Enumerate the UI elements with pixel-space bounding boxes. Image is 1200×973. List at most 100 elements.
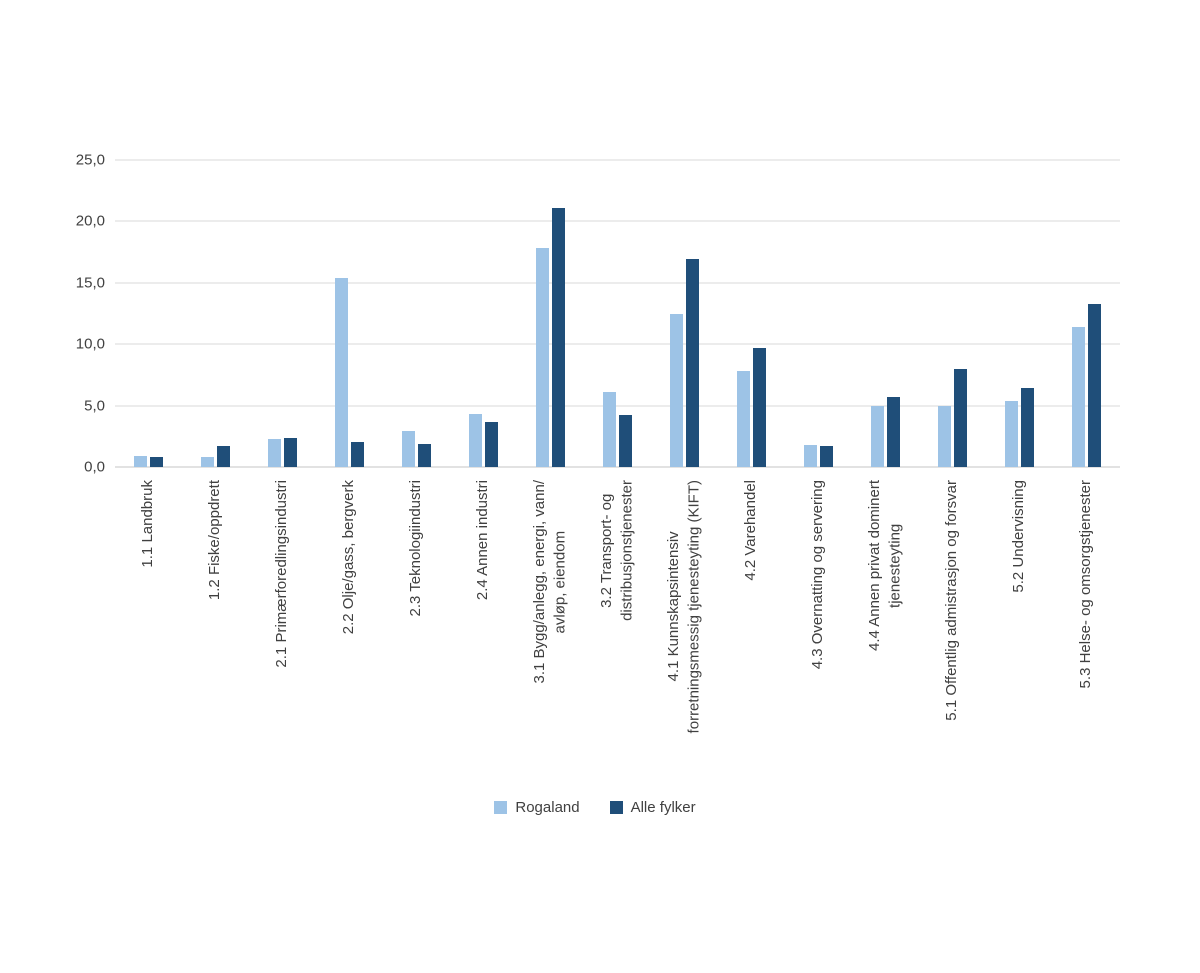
x-axis-label: 4.2 Varehandel — [742, 480, 760, 581]
bar-group-2-1-prim-rforedlingsindustri — [249, 160, 316, 467]
x-axis-label: 2.4 Annen industri — [474, 480, 492, 601]
x-label-col: 4.1 Kunnskapsintensiv forretningsmessig … — [651, 467, 718, 795]
gridline — [115, 343, 1120, 345]
bar-rogaland — [1005, 400, 1018, 467]
bar-group-5-1-offentlig-admistrasjon-og- — [919, 160, 986, 467]
bar-rogaland — [402, 431, 415, 467]
bar-rogaland — [201, 457, 214, 467]
bar-rogaland — [1072, 327, 1085, 467]
bar-rogaland — [737, 371, 750, 467]
x-label-col: 4.4 Annen privat dominert tjenesteyting — [852, 467, 919, 795]
y-axis: 0,0 5,0 10,0 15,0 20,0 25,0 — [70, 152, 115, 476]
x-label-col: 3.1 Bygg/anlegg, energi, vann/ avløp, ei… — [517, 467, 584, 795]
bar-rogaland — [536, 248, 549, 467]
x-label-col: 4.3 Overnatting og servering — [785, 467, 852, 795]
bar-alle-fylker — [418, 443, 431, 467]
x-label-col: 3.2 Transport- og distribusjonstjenester — [584, 467, 651, 795]
y-tick-label: 25,0 — [75, 151, 105, 169]
bar-alle-fylker — [284, 437, 297, 467]
bar-alle-fylker — [686, 259, 699, 467]
plot-row: 0,0 5,0 10,0 15,0 20,0 25,0 — [70, 152, 1120, 476]
bar-alle-fylker — [150, 457, 163, 467]
legend-swatch-alle-fylker — [609, 801, 623, 814]
legend-label: Rogaland — [515, 799, 580, 816]
grouped-bar-chart: 0,0 5,0 10,0 15,0 20,0 25,0 1.1 Landbruk 1.2 F… — [70, 152, 1120, 816]
bar-alle-fylker — [887, 397, 900, 467]
legend: Rogaland Alle fylker — [70, 799, 1120, 816]
bar-alle-fylker — [1088, 303, 1101, 467]
x-axis-label: 4.1 Kunnskapsintensiv forretningsmessig … — [665, 480, 703, 734]
x-axis-label: 2.2 Olje/gass, bergverk — [340, 480, 358, 635]
bar-group-2-3-teknologiindustri — [383, 160, 450, 467]
bar-rogaland — [268, 438, 281, 467]
bar-alle-fylker — [351, 442, 364, 467]
x-axis-label: 5.1 Offentlig admistrasjon og forsvar — [943, 480, 961, 721]
bar-group-4-3-overnatting-og-servering — [785, 160, 852, 467]
bar-group-5-3-helse-og-omsorgstjenester — [1053, 160, 1120, 467]
bar-rogaland — [603, 392, 616, 467]
x-axis-label: 5.3 Helse- og omsorgstjenester — [1077, 480, 1095, 689]
bar-group-4-4-annen-privat-dominert-tjen — [852, 160, 919, 467]
bar-group-3-1-bygg-anlegg-energi-vann-av — [517, 160, 584, 467]
bar-alle-fylker — [820, 446, 833, 467]
bar-rogaland — [938, 405, 951, 467]
bar-rogaland — [134, 455, 147, 467]
x-axis-label: 1.2 Fiske/oppdrett — [206, 480, 224, 601]
x-label-col: 4.2 Varehandel — [718, 467, 785, 795]
x-label-col: 1.1 Landbruk — [115, 467, 182, 795]
x-label-col: 2.4 Annen industri — [450, 467, 517, 795]
legend-item-rogaland: Rogaland — [494, 799, 580, 816]
x-axis-spacer — [70, 467, 115, 795]
bar-group-4-2-varehandel — [718, 160, 785, 467]
x-label-col: 5.2 Undervisning — [986, 467, 1053, 795]
bar-alle-fylker — [1021, 388, 1034, 467]
bar-group-2-4-annen-industri — [450, 160, 517, 467]
x-axis-row: 1.1 Landbruk 1.2 Fiske/oppdrett 2.1 Primær… — [70, 467, 1120, 795]
bar-alle-fylker — [954, 368, 967, 467]
bar-rogaland — [335, 277, 348, 467]
bar-group-4-1-kunnskapsintensiv-forretni — [651, 160, 718, 467]
x-label-col: 1.2 Fiske/oppdrett — [182, 467, 249, 795]
bar-rogaland — [469, 414, 482, 467]
x-axis-label: 1.1 Landbruk — [139, 480, 157, 568]
bar-alle-fylker — [217, 446, 230, 467]
bar-rogaland — [804, 444, 817, 467]
gridline — [115, 220, 1120, 222]
x-label-col: 2.2 Olje/gass, bergverk — [316, 467, 383, 795]
x-axis-line — [115, 466, 1120, 468]
plot-area — [115, 159, 1120, 468]
x-axis-label: 4.4 Annen privat dominert tjenesteyting — [866, 480, 904, 651]
bar-group-3-2-transport-og-distribusjons — [584, 160, 651, 467]
legend-item-alle-fylker: Alle fylker — [609, 799, 696, 816]
bar-group-2-2-olje-gass-bergverk — [316, 160, 383, 467]
x-axis-label: 4.3 Overnatting og servering — [809, 480, 827, 670]
x-axis-labels: 1.1 Landbruk 1.2 Fiske/oppdrett 2.1 Primær… — [115, 467, 1120, 795]
x-axis-label: 3.1 Bygg/anlegg, energi, vann/ avløp, ei… — [531, 480, 569, 684]
y-tick-label: 20,0 — [75, 212, 105, 230]
y-tick-label: 10,0 — [75, 335, 105, 353]
bar-alle-fylker — [552, 207, 565, 467]
x-label-col: 2.1 Primærforedlingsindustri — [249, 467, 316, 795]
bar-rogaland — [871, 405, 884, 467]
legend-label: Alle fylker — [630, 799, 696, 816]
x-axis-label: 3.2 Transport- og distribusjonstjenester — [598, 480, 636, 621]
x-axis-label: 2.1 Primærforedlingsindustri — [273, 480, 291, 668]
x-label-col: 5.3 Helse- og omsorgstjenester — [1053, 467, 1120, 795]
x-label-col: 5.1 Offentlig admistrasjon og forsvar — [919, 467, 986, 795]
bar-alle-fylker — [619, 415, 632, 467]
bar-group-1-2-fiske-oppdrett — [182, 160, 249, 467]
gridline — [115, 405, 1120, 407]
gridline — [115, 159, 1120, 161]
bar-alle-fylker — [485, 421, 498, 467]
gridline — [115, 282, 1120, 284]
bar-alle-fylker — [753, 347, 766, 467]
x-label-col: 2.3 Teknologiindustri — [383, 467, 450, 795]
bar-rogaland — [670, 313, 683, 467]
legend-swatch-rogaland — [494, 801, 508, 814]
y-tick-label: 15,0 — [75, 274, 105, 292]
y-tick-label: 5,0 — [84, 397, 105, 415]
bar-group-5-2-undervisning — [986, 160, 1053, 467]
x-axis-label: 2.3 Teknologiindustri — [407, 480, 425, 617]
x-axis-label: 5.2 Undervisning — [1010, 480, 1028, 593]
